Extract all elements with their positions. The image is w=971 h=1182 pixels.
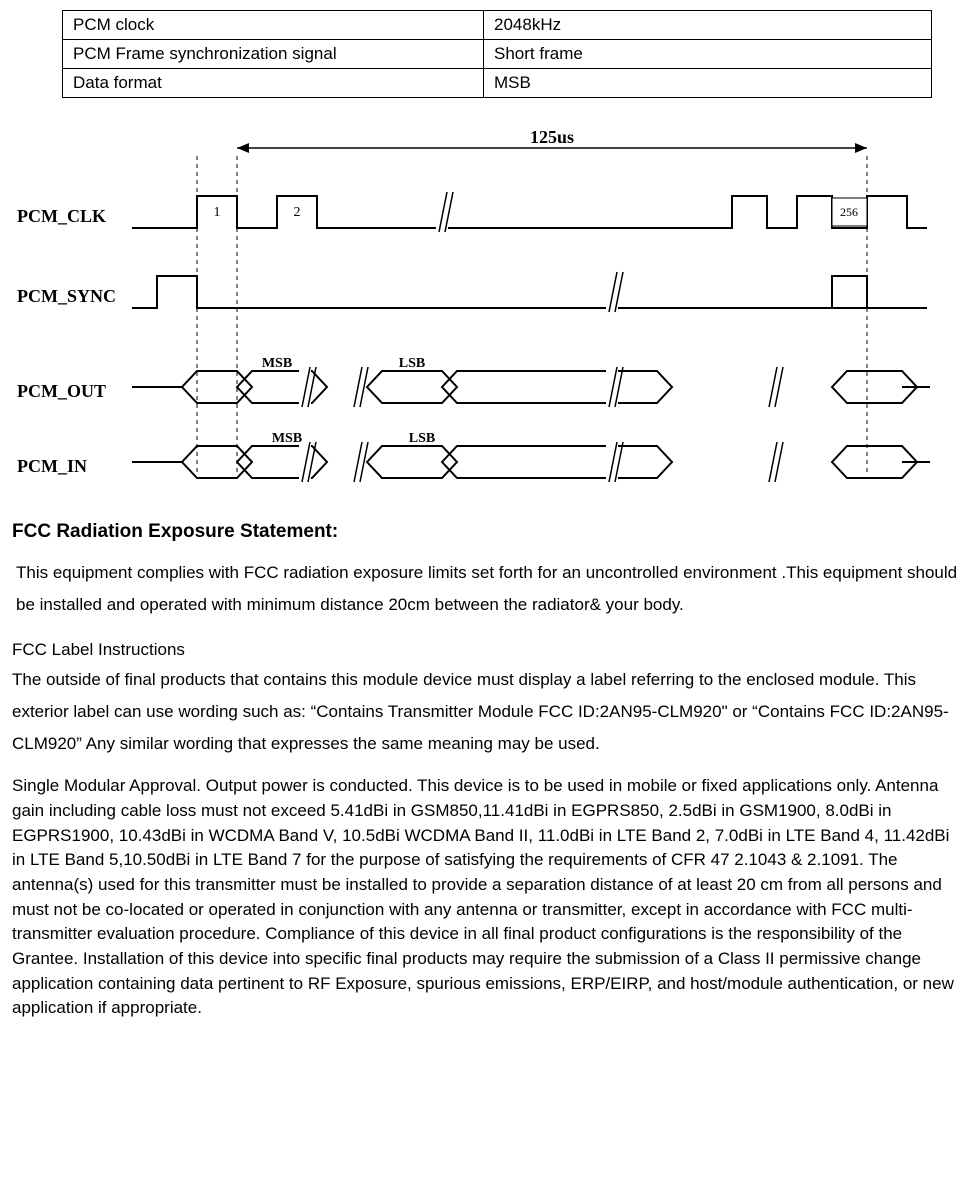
svg-text:125us: 125us [530, 127, 574, 147]
table-row: PCM clock 2048kHz [63, 11, 932, 40]
fcc-label-instructions-body: The outside of final products that conta… [12, 664, 959, 761]
pcm-parameters-table: PCM clock 2048kHz PCM Frame synchronizat… [62, 10, 932, 98]
svg-text:LSB: LSB [409, 431, 435, 446]
svg-text:MSB: MSB [262, 356, 292, 371]
fcc-statement-body: This equipment complies with FCC radiati… [16, 557, 959, 622]
table-cell: MSB [484, 69, 932, 98]
table-cell: Data format [63, 69, 484, 98]
svg-text:LSB: LSB [399, 356, 425, 371]
table-row: PCM Frame synchronization signal Short f… [63, 40, 932, 69]
svg-text:PCM_SYNC: PCM_SYNC [17, 286, 116, 306]
table-cell: PCM Frame synchronization signal [63, 40, 484, 69]
table-cell: PCM clock [63, 11, 484, 40]
svg-text:PCM_IN: PCM_IN [17, 456, 87, 476]
svg-text:2: 2 [294, 205, 301, 220]
table-cell: Short frame [484, 40, 932, 69]
table-row: Data format MSB [63, 69, 932, 98]
svg-text:1: 1 [214, 205, 221, 220]
fcc-label-instructions-heading: FCC Label Instructions [12, 640, 959, 660]
fcc-statement-heading: FCC Radiation Exposure Statement: [12, 521, 959, 543]
modular-approval-body: Single Modular Approval. Output power is… [12, 774, 959, 1020]
pcm-timing-diagram: 125us PCM_CLK PCM_SYNC PCM_OUT PCM_IN 1 2 256 MS… [12, 126, 959, 491]
svg-text:MSB: MSB [272, 431, 302, 446]
svg-text:PCM_OUT: PCM_OUT [17, 381, 106, 401]
svg-text:PCM_CLK: PCM_CLK [17, 206, 106, 226]
table-cell: 2048kHz [484, 11, 932, 40]
svg-text:256: 256 [840, 205, 858, 219]
